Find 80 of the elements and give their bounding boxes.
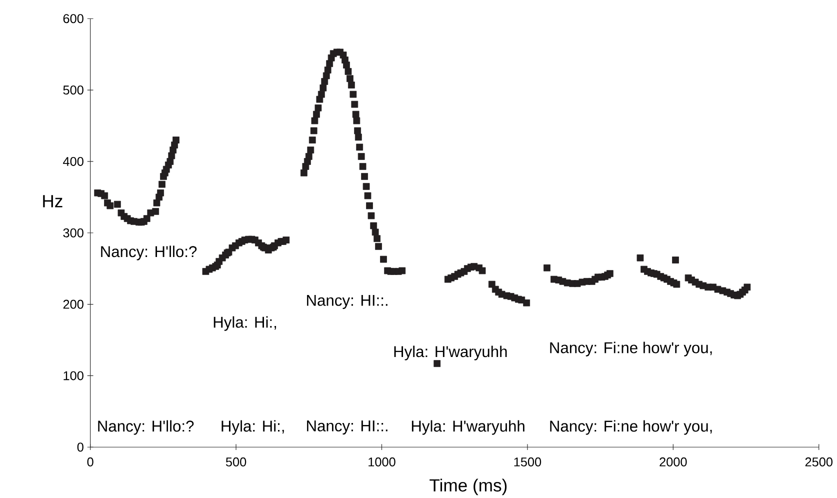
point [153,199,160,206]
point [106,202,114,210]
x-tick-label: 2000 [660,457,687,466]
point [673,280,680,288]
x-tick-label: 500 [226,457,246,466]
point [350,90,357,98]
point [353,117,360,124]
point [359,162,366,170]
point [311,117,318,124]
y-tick-label: 200 [63,300,84,309]
y-tick-label: 300 [63,228,84,238]
point [314,104,322,112]
point [346,75,354,82]
point [114,200,121,208]
point [672,256,679,264]
point [307,146,314,154]
annotation: Nancy: Fi:ne how'r you, [550,342,712,356]
point [370,222,378,230]
annotation: Hyla: Hi:, [222,420,284,435]
point [168,152,176,160]
annotation: Nancy: H'llo:? [98,420,194,435]
point [364,192,372,200]
point [300,169,308,176]
y-tick-label: 100 [64,371,84,380]
point [372,228,379,236]
point [310,127,318,134]
x-tick-label: 0 [87,457,94,466]
y-tick-label: 400 [63,156,84,166]
point [318,90,325,98]
y-tick-label: 600 [63,14,84,24]
point [320,84,327,92]
point [523,299,530,306]
point [434,360,441,367]
annotation: Hyla: Hi:, [214,316,276,331]
y-axis-title: Hz [43,195,62,208]
point [351,100,358,108]
point [361,172,368,180]
point [322,72,330,80]
point [374,235,381,242]
point [313,110,320,118]
point [348,82,355,88]
point [366,202,373,210]
point [343,62,350,68]
point [352,110,360,118]
x-axis-title: Time (ms) [430,478,507,496]
point [356,144,364,151]
point [362,182,370,190]
point [398,267,406,274]
annotation: Nancy: Fi:ne how'r you, [550,420,712,435]
point [143,215,150,222]
point [368,212,375,220]
x-tick-label: 1000 [368,457,396,466]
point [544,264,550,272]
point [324,66,332,74]
annotation: Nancy: H'llo:? [101,246,197,260]
point [152,208,160,215]
point [282,236,290,244]
annotation: Nancy: HI::. [307,420,388,434]
y-tick-label: 0 [77,442,84,452]
point [157,189,164,196]
annotation: Hyla: H'waryuhh [394,346,507,360]
point [744,284,751,291]
y-tick-label: 500 [63,85,84,94]
point [375,242,382,250]
point [344,68,352,75]
point [172,136,180,144]
point [354,127,361,134]
point [478,267,486,274]
annotation: Hyla: H'waryuhh [412,420,524,435]
point [308,136,316,144]
x-tick-label: 1500 [514,457,542,466]
x-tick-label: 2500 [805,457,833,466]
point [305,152,312,160]
point [354,134,362,141]
annotation: Nancy: HI::. [307,294,388,309]
point [380,256,387,263]
point [101,192,108,200]
point [358,152,365,160]
point [636,254,644,262]
point [158,180,166,188]
